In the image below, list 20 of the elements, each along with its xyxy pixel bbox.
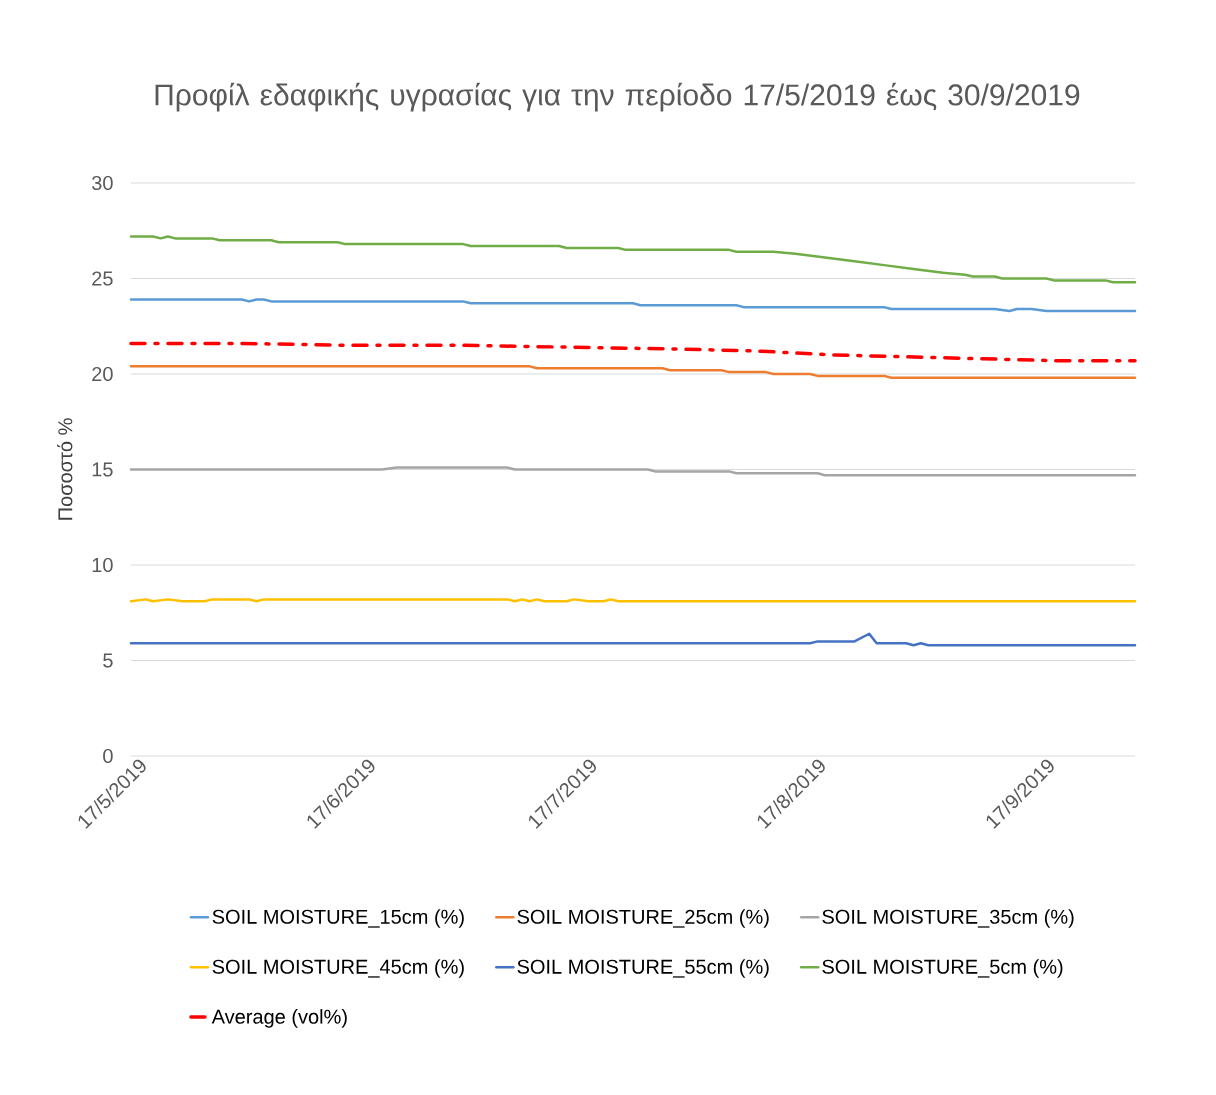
y-tick-label: 10 [92, 557, 113, 573]
legend-label: SOIL MOISTURE_15cm (%) [212, 909, 464, 928]
y-tick-label: 5 [103, 653, 113, 668]
line-series [129, 632, 1137, 647]
y-tick-label: 25 [92, 271, 113, 286]
y-tick-label: 20 [92, 366, 113, 382]
legend-label: SOIL MOISTURE_45cm (%) [212, 959, 464, 978]
line-series [129, 466, 1137, 477]
y-tick-label: 30 [92, 175, 113, 191]
legend-label: SOIL MOISTURE_25cm (%) [517, 909, 769, 928]
line-series [129, 235, 1137, 284]
y-tick-label: 15 [92, 462, 113, 477]
legend-label: SOIL MOISTURE_35cm (%) [822, 909, 1074, 928]
line-series [129, 365, 1137, 380]
legend-label: SOIL MOISTURE_5cm (%) [822, 959, 1063, 978]
y-axis-title: Ποσοστό % [57, 418, 73, 520]
legend-label: Average (vol%) [211, 1009, 347, 1028]
legend-label: SOIL MOISTURE_55cm (%) [517, 959, 769, 978]
line-series [129, 298, 1137, 313]
chart-title: Προφίλ εδαφικής υγρασίας για την περίοδο 17/5/2019 έως 30/9/2019 [155, 82, 1080, 112]
